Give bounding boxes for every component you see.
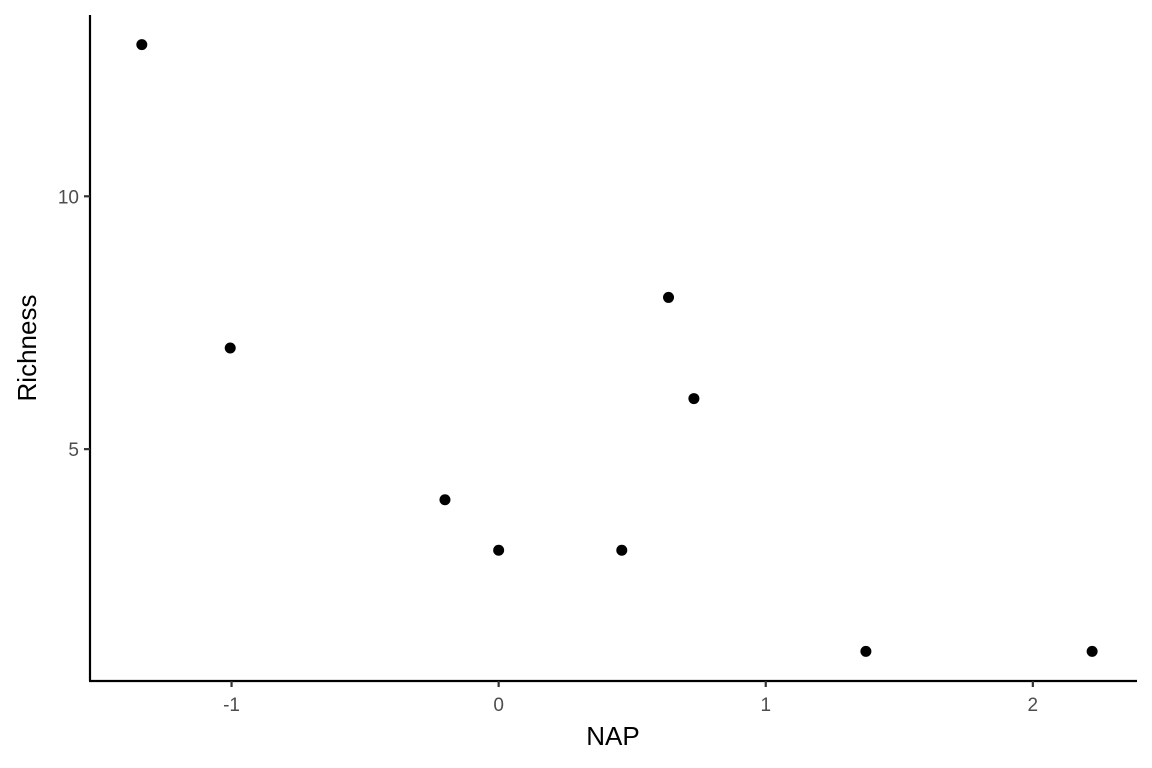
data-point bbox=[439, 494, 451, 506]
data-point bbox=[860, 645, 872, 657]
x-tick-label: 2 bbox=[1028, 695, 1039, 716]
data-point bbox=[688, 393, 700, 405]
y-axis-title: Richness bbox=[12, 295, 42, 402]
x-axis-title: NAP bbox=[586, 721, 639, 751]
data-point bbox=[1086, 645, 1098, 657]
data-point bbox=[663, 291, 675, 303]
x-tick-label: 1 bbox=[760, 695, 771, 716]
x-tick-label: 0 bbox=[493, 695, 504, 716]
data-point bbox=[224, 342, 236, 354]
data-points bbox=[136, 39, 1098, 657]
y-tick-label: 10 bbox=[58, 187, 79, 208]
y-tick-label: 5 bbox=[68, 440, 79, 461]
data-point bbox=[493, 544, 505, 556]
y-axis-ticks: 5 10 bbox=[58, 187, 90, 461]
x-tick-label: -1 bbox=[223, 695, 240, 716]
data-point bbox=[616, 544, 628, 556]
x-axis-ticks: -1 0 1 2 bbox=[223, 681, 1038, 716]
data-point bbox=[136, 39, 148, 51]
